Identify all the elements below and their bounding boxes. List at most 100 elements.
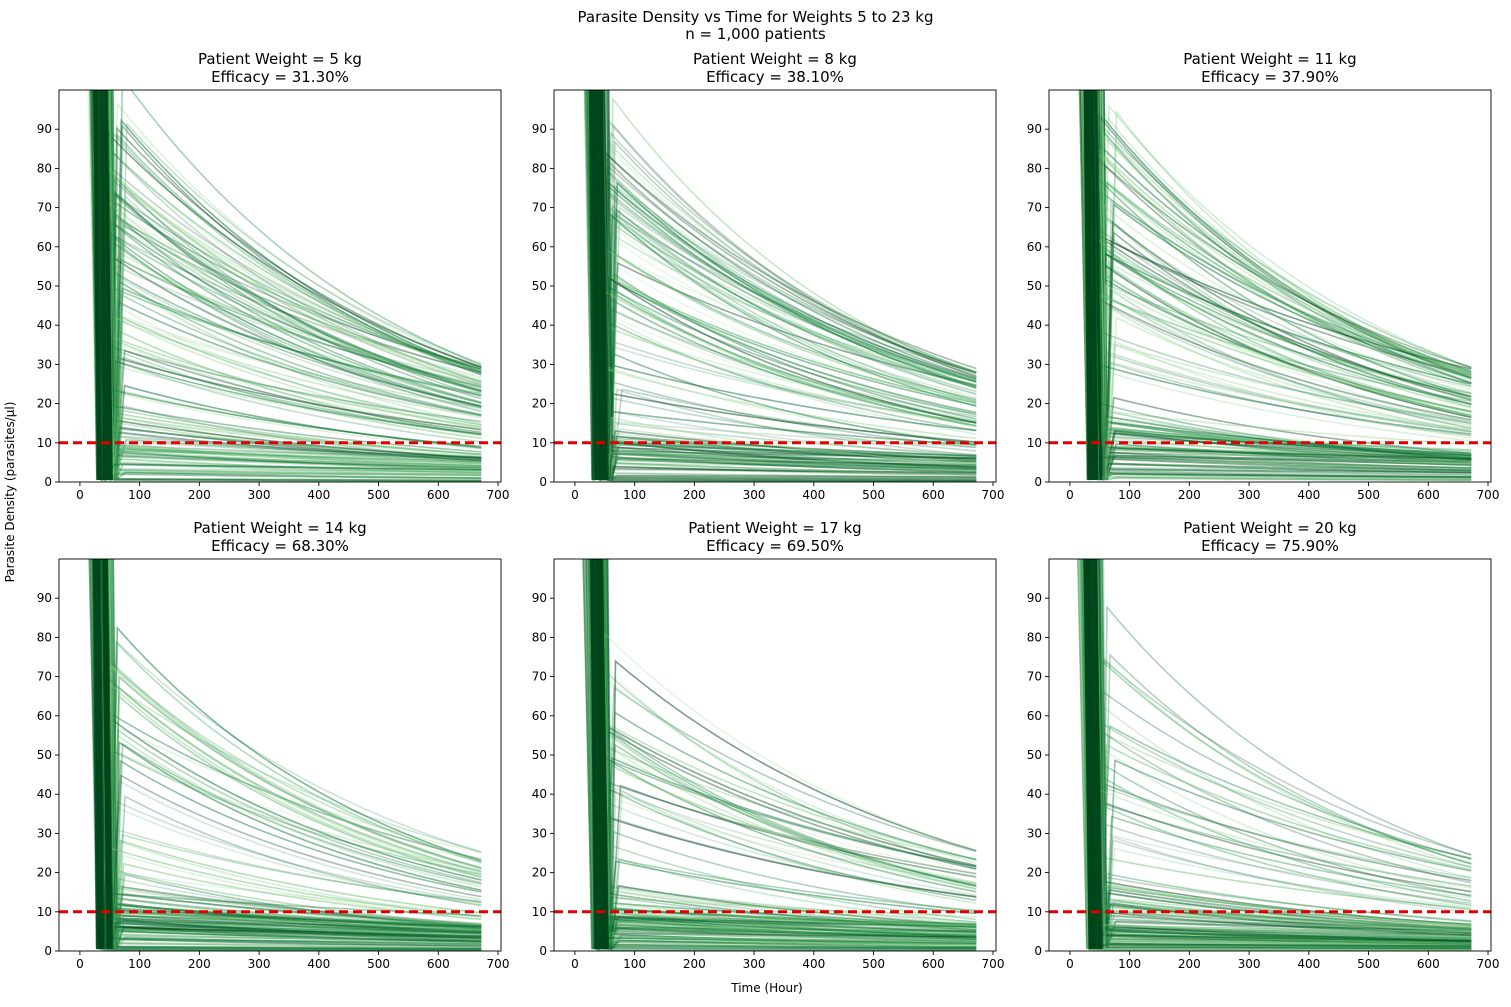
trajectory-line <box>1091 559 1472 949</box>
trajectory-line <box>92 90 482 482</box>
trajectory-line <box>1092 90 1472 480</box>
trajectory-line <box>100 90 482 480</box>
trajectory-line <box>586 90 977 482</box>
trajectory-line <box>600 90 977 480</box>
y-tick-label: 0 <box>539 944 547 958</box>
trajectory-line <box>592 559 977 949</box>
clearance-line <box>93 559 100 950</box>
trajectory-line <box>95 90 482 480</box>
trajectory-line <box>1088 559 1472 949</box>
trajectory-line <box>1089 559 1472 949</box>
trajectory-line <box>1090 559 1472 949</box>
trajectory-line <box>592 90 977 480</box>
trajectory-line <box>1098 90 1472 482</box>
figure-title-line2: n = 1,000 patients <box>685 25 826 43</box>
y-tick-label: 30 <box>532 826 547 840</box>
trajectory-line <box>1094 559 1472 949</box>
trajectory-line <box>90 90 482 480</box>
x-tick-label: 700 <box>982 957 1005 971</box>
trajectory-line <box>591 559 977 949</box>
y-tick-label: 30 <box>37 357 52 371</box>
trajectory-line <box>95 90 482 480</box>
trajectory-line <box>102 90 482 480</box>
trajectory-line <box>594 559 977 949</box>
trajectory-line <box>99 90 482 482</box>
trajectory-line <box>605 559 977 949</box>
trajectory-line <box>100 559 482 949</box>
y-tick-label: 0 <box>1034 475 1042 489</box>
trajectory-line <box>586 90 977 480</box>
trajectory-line <box>1103 90 1472 480</box>
trajectory-line <box>112 90 482 480</box>
trajectory-line <box>590 559 977 951</box>
trajectory-line <box>1101 90 1472 480</box>
trajectory-line <box>594 90 977 480</box>
trajectory-line <box>603 90 977 480</box>
trajectory-line <box>595 90 977 482</box>
y-tick-label: 60 <box>532 709 547 723</box>
trajectory-line <box>599 559 977 949</box>
y-tick-label: 20 <box>1027 866 1042 880</box>
trajectory-line <box>1100 559 1472 949</box>
trajectory-line <box>102 559 482 949</box>
trajectory-line <box>603 90 977 480</box>
clearance-line <box>588 90 595 481</box>
clearance-line <box>1094 90 1102 481</box>
trajectory-line <box>104 90 482 480</box>
trajectory-line <box>1093 90 1472 480</box>
trajectory-line <box>602 559 977 949</box>
x-tick-label: 200 <box>188 957 211 971</box>
trajectory-line <box>1082 90 1472 480</box>
trajectory-line <box>596 559 977 949</box>
trajectory-line <box>585 90 977 480</box>
trajectory-line <box>1089 559 1472 949</box>
x-tick-label: 100 <box>623 957 646 971</box>
trajectory-line <box>601 559 977 949</box>
trajectory-line <box>595 90 977 480</box>
trajectory-line <box>105 559 482 951</box>
trajectory-line <box>97 90 482 480</box>
trajectory-line <box>1085 90 1472 480</box>
trajectory-line <box>109 90 482 480</box>
trajectory-line <box>602 90 977 480</box>
trajectory-line <box>1088 559 1472 949</box>
trajectory-line <box>109 90 482 480</box>
trajectory-line <box>98 90 482 480</box>
trajectory-line <box>1096 559 1472 949</box>
trajectory-line <box>605 559 977 949</box>
trajectory-line <box>1088 90 1472 482</box>
trajectory-line <box>1091 90 1472 480</box>
y-tick-label: 50 <box>37 748 52 762</box>
trajectory-line <box>583 559 977 949</box>
trajectory-line <box>1081 90 1472 480</box>
y-tick-label: 80 <box>532 161 547 175</box>
trajectory-line <box>590 90 977 482</box>
trajectory-line <box>1088 90 1472 480</box>
clearance-line <box>97 559 104 950</box>
trajectory-line <box>103 559 482 949</box>
trajectory-line <box>1086 559 1472 949</box>
x-tick-label: 0 <box>571 488 579 502</box>
x-tick-label: 700 <box>1477 957 1500 971</box>
trajectory-line <box>602 90 977 480</box>
trajectory-line <box>1093 559 1472 949</box>
trajectory-line <box>90 90 482 480</box>
trajectory-line <box>1094 90 1472 480</box>
trajectory-line <box>598 559 977 950</box>
trajectory-line <box>1087 90 1472 480</box>
trajectory-line <box>108 559 482 949</box>
trajectory-line <box>1085 559 1472 949</box>
trajectory-line <box>99 90 482 480</box>
trajectory-line <box>92 90 482 480</box>
trajectory-line <box>1091 90 1472 480</box>
trajectory-line <box>589 559 977 949</box>
trajectory-line <box>94 90 482 480</box>
trajectory-line <box>1090 559 1472 951</box>
trajectory-line <box>111 90 482 480</box>
trajectory-line <box>1083 559 1472 949</box>
trajectory-line <box>586 90 977 482</box>
trajectory-line <box>1094 559 1472 951</box>
trajectory-line <box>88 90 482 480</box>
trajectory-line <box>89 90 482 480</box>
